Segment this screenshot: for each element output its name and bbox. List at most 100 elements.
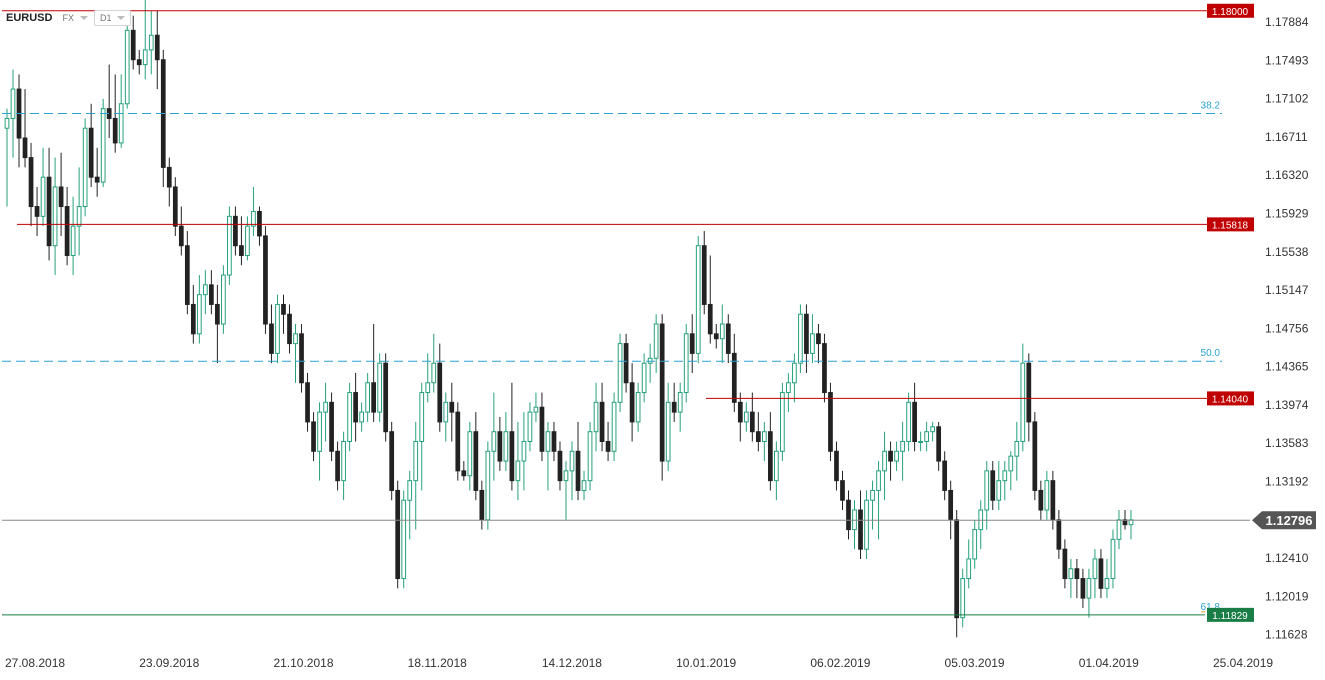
candle[interactable] — [449, 382, 455, 442]
candle[interactable] — [347, 382, 352, 452]
candle[interactable] — [581, 470, 587, 501]
candle[interactable] — [695, 235, 701, 364]
candle[interactable] — [10, 69, 16, 158]
candle[interactable] — [593, 382, 599, 452]
candle[interactable] — [725, 314, 731, 364]
candle[interactable] — [870, 480, 875, 530]
candle[interactable] — [575, 421, 581, 501]
candle[interactable] — [383, 353, 389, 442]
candle[interactable] — [996, 461, 1002, 511]
candle[interactable] — [707, 255, 713, 344]
candle[interactable] — [233, 206, 238, 256]
candle[interactable] — [731, 333, 737, 413]
candle[interactable] — [28, 142, 34, 227]
candle[interactable] — [221, 265, 226, 334]
candle[interactable] — [136, 49, 142, 75]
candle[interactable] — [1128, 510, 1134, 540]
candle[interactable] — [671, 382, 677, 422]
candle[interactable] — [804, 304, 809, 373]
candle[interactable] — [641, 353, 647, 403]
candle[interactable] — [653, 314, 659, 373]
candle[interactable] — [473, 412, 479, 501]
candle[interactable] — [467, 421, 473, 491]
candle[interactable] — [257, 206, 262, 246]
candle[interactable] — [287, 304, 292, 354]
candle[interactable] — [401, 490, 407, 589]
candle[interactable] — [263, 226, 268, 334]
candle[interactable] — [407, 470, 413, 540]
candle[interactable] — [142, 0, 148, 80]
candle[interactable] — [190, 284, 196, 344]
candle[interactable] — [948, 480, 954, 540]
candle[interactable] — [293, 324, 298, 383]
candle[interactable] — [215, 284, 220, 364]
candle[interactable] — [437, 343, 443, 432]
candle[interactable] — [329, 392, 334, 462]
candle[interactable] — [617, 333, 623, 413]
candle[interactable] — [635, 382, 641, 432]
candle[interactable] — [455, 402, 461, 481]
candle[interactable] — [461, 461, 467, 481]
candle[interactable] — [1080, 568, 1086, 608]
candle[interactable] — [569, 441, 575, 501]
candle[interactable] — [864, 490, 869, 559]
candle[interactable] — [4, 108, 10, 207]
candle[interactable] — [16, 74, 22, 168]
candle[interactable] — [1026, 353, 1032, 442]
candle[interactable] — [834, 441, 839, 491]
candle[interactable] — [1050, 470, 1056, 530]
candle[interactable] — [1092, 549, 1098, 599]
candle[interactable] — [485, 441, 491, 530]
candle[interactable] — [353, 372, 358, 442]
candle[interactable] — [239, 216, 244, 266]
candle[interactable] — [587, 421, 593, 491]
candle[interactable] — [94, 147, 100, 197]
candle[interactable] — [130, 15, 136, 70]
candle[interactable] — [755, 412, 761, 452]
candle[interactable] — [701, 231, 707, 315]
candle[interactable] — [906, 392, 911, 452]
candle[interactable] — [761, 421, 767, 462]
candle[interactable] — [858, 490, 863, 559]
symbol-label[interactable]: EURUSD — [6, 12, 53, 24]
candle[interactable] — [317, 402, 322, 481]
candle[interactable] — [413, 421, 419, 530]
candle[interactable] — [371, 324, 377, 422]
candle[interactable] — [148, 10, 154, 75]
candle[interactable] — [876, 461, 881, 540]
candle[interactable] — [275, 294, 280, 364]
candle[interactable] — [966, 539, 972, 589]
candle[interactable] — [852, 500, 857, 550]
candle[interactable] — [527, 402, 533, 452]
candle[interactable] — [810, 314, 815, 364]
candle[interactable] — [539, 392, 545, 462]
candle[interactable] — [100, 98, 106, 187]
candle[interactable] — [942, 451, 948, 501]
candle[interactable] — [245, 216, 250, 261]
candle[interactable] — [389, 421, 395, 501]
candle[interactable] — [984, 461, 990, 530]
candle[interactable] — [918, 431, 923, 452]
candle[interactable] — [623, 333, 629, 393]
candle[interactable] — [1008, 451, 1014, 491]
candle[interactable] — [479, 480, 485, 530]
candle[interactable] — [341, 431, 346, 501]
candle[interactable] — [1014, 421, 1020, 481]
candle[interactable] — [1062, 539, 1068, 589]
candle[interactable] — [774, 441, 779, 501]
candle[interactable] — [713, 324, 719, 349]
candle[interactable] — [888, 441, 893, 481]
candle[interactable] — [737, 392, 743, 442]
candle[interactable] — [719, 304, 725, 364]
candle[interactable] — [335, 441, 340, 491]
candle[interactable] — [599, 382, 605, 452]
candle[interactable] — [924, 421, 929, 452]
candle[interactable] — [1068, 558, 1074, 599]
candle[interactable] — [665, 382, 671, 471]
timeframe-dropdown[interactable]: D1 — [93, 10, 132, 26]
candle[interactable] — [605, 421, 611, 462]
candle[interactable] — [683, 324, 689, 403]
candle[interactable] — [184, 231, 190, 315]
candle[interactable] — [1038, 480, 1044, 520]
